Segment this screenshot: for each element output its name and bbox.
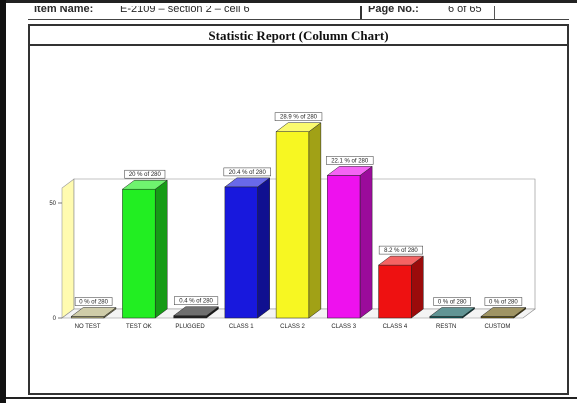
bar-top xyxy=(121,179,168,190)
data-label: 0 % of 280 xyxy=(438,300,467,306)
data-label-box xyxy=(484,297,523,306)
data-label: 20.4 % of 280 xyxy=(229,170,267,176)
item-name-value: E-2109 – section 2 – cell 6 xyxy=(120,6,250,15)
bar-side xyxy=(411,255,424,319)
category-label: CLASS 1 xyxy=(229,324,254,330)
item-name-label: Item Name: xyxy=(34,6,94,15)
bar-front xyxy=(275,131,310,319)
bar-top xyxy=(429,307,476,317)
report-frame: Statistic Report (Column Chart) xyxy=(28,24,569,395)
header-divider-right xyxy=(494,6,495,19)
header-divider xyxy=(360,6,362,19)
bar-side xyxy=(359,165,373,319)
data-label: 28.9 % of 280 xyxy=(280,115,318,121)
page-left-border xyxy=(0,0,6,403)
page-no-label: Page No.: xyxy=(368,6,419,15)
y-tick-label: 0 xyxy=(53,316,57,322)
bar-front xyxy=(224,186,258,319)
bar-top xyxy=(275,122,322,132)
category-label: CLASS 4 xyxy=(383,324,408,330)
bar-top xyxy=(172,306,220,316)
bar-side xyxy=(257,177,270,319)
data-label: 0 % of 280 xyxy=(489,300,518,306)
bar-front xyxy=(378,264,412,319)
data-label-box xyxy=(433,297,471,306)
data-label-box xyxy=(326,156,374,165)
page-top-rule xyxy=(0,0,577,3)
data-label: 0 % of 280 xyxy=(79,300,108,306)
page-no-value: 6 of 65 xyxy=(448,6,482,15)
bar-front xyxy=(327,175,361,319)
bar-top xyxy=(326,166,373,176)
bar-front xyxy=(122,188,156,319)
bar-side xyxy=(308,122,322,319)
y-tick-label: 50 xyxy=(49,201,56,207)
data-label: 0.4 % of 280 xyxy=(179,299,213,305)
category-label: NO TEST xyxy=(75,324,101,330)
data-label: 8.2 % of 280 xyxy=(384,248,418,254)
data-label: 22.1 % of 280 xyxy=(331,158,369,164)
page-bottom-rule xyxy=(6,397,577,399)
bar-top xyxy=(224,177,271,188)
bar-top xyxy=(377,255,425,266)
category-label: TEST OK xyxy=(126,324,152,330)
category-label: CUSTOM xyxy=(484,324,510,330)
data-label-box xyxy=(223,167,271,177)
data-label: 20 % of 280 xyxy=(129,172,162,178)
bar-top xyxy=(480,307,527,317)
data-label-box xyxy=(274,112,323,121)
category-label: CLASS 3 xyxy=(331,324,356,330)
category-label: CLASS 2 xyxy=(280,324,305,330)
data-label-box xyxy=(124,169,166,179)
report-title: Statistic Report (Column Chart) xyxy=(30,26,567,46)
category-label: PLUGGED xyxy=(175,324,205,330)
bar-top xyxy=(70,307,117,317)
report-header: Item Name: E-2109 – section 2 – cell 6 P… xyxy=(28,6,569,20)
category-label: RESTN xyxy=(436,324,456,330)
bar-front xyxy=(173,315,207,319)
bar-side xyxy=(154,179,168,319)
left-wall xyxy=(61,178,75,319)
data-label-box xyxy=(74,297,113,306)
data-label-box xyxy=(378,245,423,255)
data-label-box xyxy=(174,296,219,305)
